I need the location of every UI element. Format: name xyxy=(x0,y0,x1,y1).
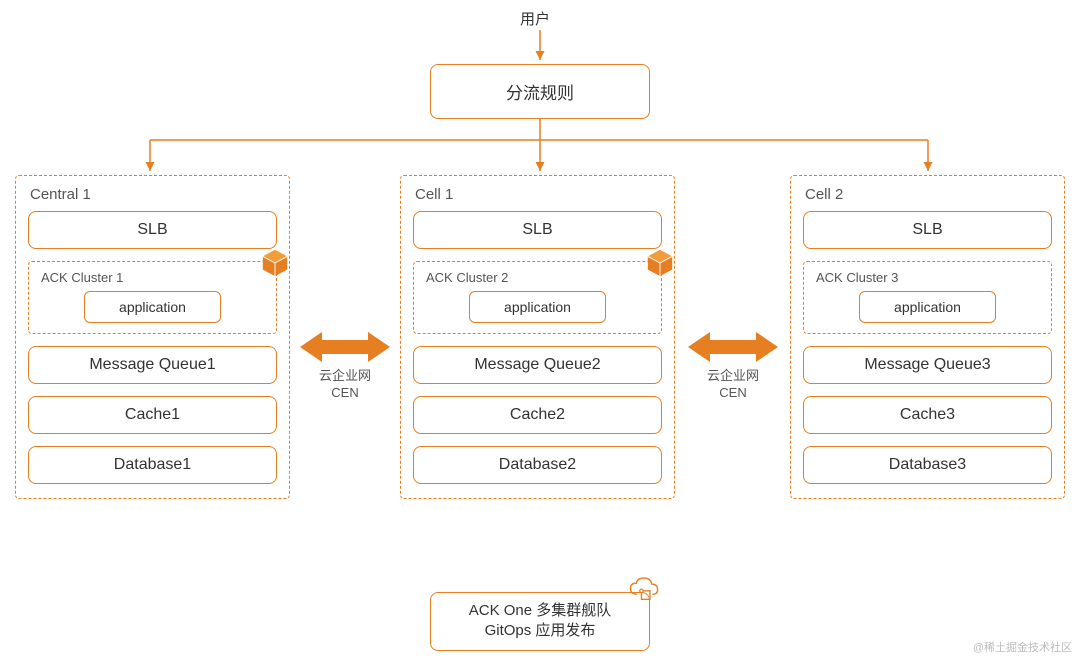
ack-cluster-3: ACK Cluster 3 application xyxy=(803,261,1052,334)
db-label: Database1 xyxy=(114,456,191,473)
cache-label: Cache2 xyxy=(510,406,565,423)
footer-line1: ACK One 多集群舰队 xyxy=(469,602,612,619)
db-label: Database3 xyxy=(889,456,966,473)
user-label: 用户 xyxy=(520,8,550,29)
kubernetes-cube-icon xyxy=(645,248,675,278)
cen-double-arrow-2 xyxy=(688,330,778,364)
cache-box: Cache1 xyxy=(28,396,277,434)
cell-title: Central 1 xyxy=(30,186,277,203)
cen-line1: 云企业网 xyxy=(707,368,759,383)
cell-1: Cell 1 SLB ACK Cluster 2 application Mes… xyxy=(400,175,675,499)
cache-box: Cache3 xyxy=(803,396,1052,434)
ack-cluster-1: ACK Cluster 1 application xyxy=(28,261,277,334)
diagram-canvas: 用户 分流规则 Central 1 SLB ACK Cluster 1 appl… xyxy=(0,0,1080,661)
mq-label: Message Queue3 xyxy=(864,356,990,373)
kubernetes-cube-icon xyxy=(260,248,290,278)
ack-cluster-2: ACK Cluster 2 application xyxy=(413,261,662,334)
slb-box: SLB xyxy=(413,211,662,249)
slb-label: SLB xyxy=(522,221,552,238)
cluster-title: ACK Cluster 3 xyxy=(816,270,1041,285)
slb-label: SLB xyxy=(137,221,167,238)
cell-central-1: Central 1 SLB ACK Cluster 1 application … xyxy=(15,175,290,499)
application-label: application xyxy=(119,299,186,315)
db-box: Database1 xyxy=(28,446,277,484)
cen-label-2: 云企业网 CEN xyxy=(698,368,768,402)
mq-box: Message Queue1 xyxy=(28,346,277,384)
footer-line2: GitOps 应用发布 xyxy=(485,622,596,639)
cen-double-arrow-1 xyxy=(300,330,390,364)
application-box: application xyxy=(469,291,605,323)
mq-box: Message Queue2 xyxy=(413,346,662,384)
routing-rule-box: 分流规则 xyxy=(430,64,650,119)
mq-box: Message Queue3 xyxy=(803,346,1052,384)
db-box: Database2 xyxy=(413,446,662,484)
application-label: application xyxy=(504,299,571,315)
cen-line1: 云企业网 xyxy=(319,368,371,383)
cen-line2: CEN xyxy=(331,385,358,400)
ack-one-fleet-box: ACK One 多集群舰队 GitOps 应用发布 xyxy=(430,592,650,651)
slb-box: SLB xyxy=(28,211,277,249)
cloud-gitops-icon xyxy=(627,575,661,605)
cen-label-1: 云企业网 CEN xyxy=(310,368,380,402)
cen-line2: CEN xyxy=(719,385,746,400)
mq-label: Message Queue1 xyxy=(89,356,215,373)
db-box: Database3 xyxy=(803,446,1052,484)
application-box: application xyxy=(859,291,995,323)
application-box: application xyxy=(84,291,220,323)
cell-title: Cell 2 xyxy=(805,186,1052,203)
cluster-title: ACK Cluster 1 xyxy=(41,270,266,285)
cache-label: Cache1 xyxy=(125,406,180,423)
application-label: application xyxy=(894,299,961,315)
cluster-title: ACK Cluster 2 xyxy=(426,270,651,285)
routing-rule-label: 分流规则 xyxy=(506,84,574,103)
cell-title: Cell 1 xyxy=(415,186,662,203)
mq-label: Message Queue2 xyxy=(474,356,600,373)
watermark: @稀土掘金技术社区 xyxy=(973,639,1072,655)
slb-box: SLB xyxy=(803,211,1052,249)
cache-box: Cache2 xyxy=(413,396,662,434)
slb-label: SLB xyxy=(912,221,942,238)
db-label: Database2 xyxy=(499,456,576,473)
cache-label: Cache3 xyxy=(900,406,955,423)
cell-2: Cell 2 SLB ACK Cluster 3 application Mes… xyxy=(790,175,1065,499)
